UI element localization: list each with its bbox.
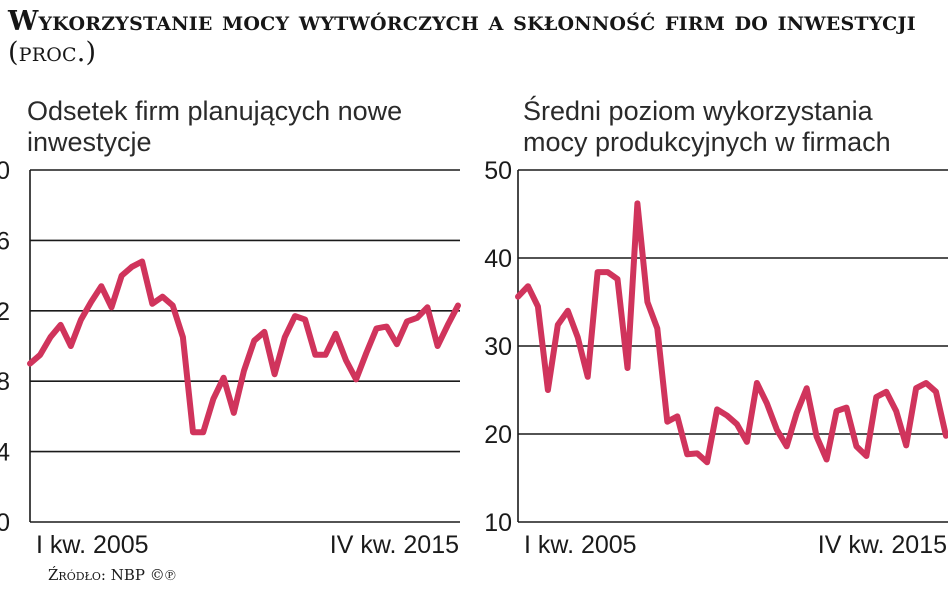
- left-y-tick-label-74: 74: [0, 439, 10, 467]
- title-main: Wykorzystanie mocy wytwórczych a skłonno…: [8, 6, 916, 37]
- right-y-tick-label-20: 20: [484, 421, 512, 449]
- right-chart-subtitle: Średni poziom wykorzystania mocy produkc…: [523, 96, 891, 157]
- right-y-tick-label-40: 40: [484, 245, 512, 273]
- left-series-line: [27, 258, 461, 436]
- left-y-tick-label-86: 86: [0, 227, 10, 255]
- right-y-tick-label-30: 30: [484, 333, 512, 361]
- source-note: Źródło: NBP ©℗: [48, 566, 177, 584]
- left-y-tick-label-90: 90: [0, 157, 10, 185]
- right-x-label-end: IV kw. 2015: [818, 531, 947, 559]
- chart-title: Wykorzystanie mocy wytwórczych a skłonno…: [8, 6, 938, 68]
- right-y-tick-label-50: 50: [484, 157, 512, 185]
- left-x-label-start: I kw. 2005: [36, 531, 149, 559]
- right-series-line: [515, 200, 948, 466]
- left-y-tick-label-70: 70: [0, 509, 10, 537]
- left-y-tick-label-82: 82: [0, 298, 10, 326]
- left-x-label-end: IV kw. 2015: [330, 531, 459, 559]
- right-x-label-start: I kw. 2005: [524, 531, 637, 559]
- left-chart-subtitle: Odsetek firm planujących nowe inwestycje: [27, 96, 403, 157]
- left-y-tick-label-78: 78: [0, 368, 10, 396]
- right-y-tick-label-10: 10: [484, 509, 512, 537]
- title-unit: (proc.): [8, 37, 97, 68]
